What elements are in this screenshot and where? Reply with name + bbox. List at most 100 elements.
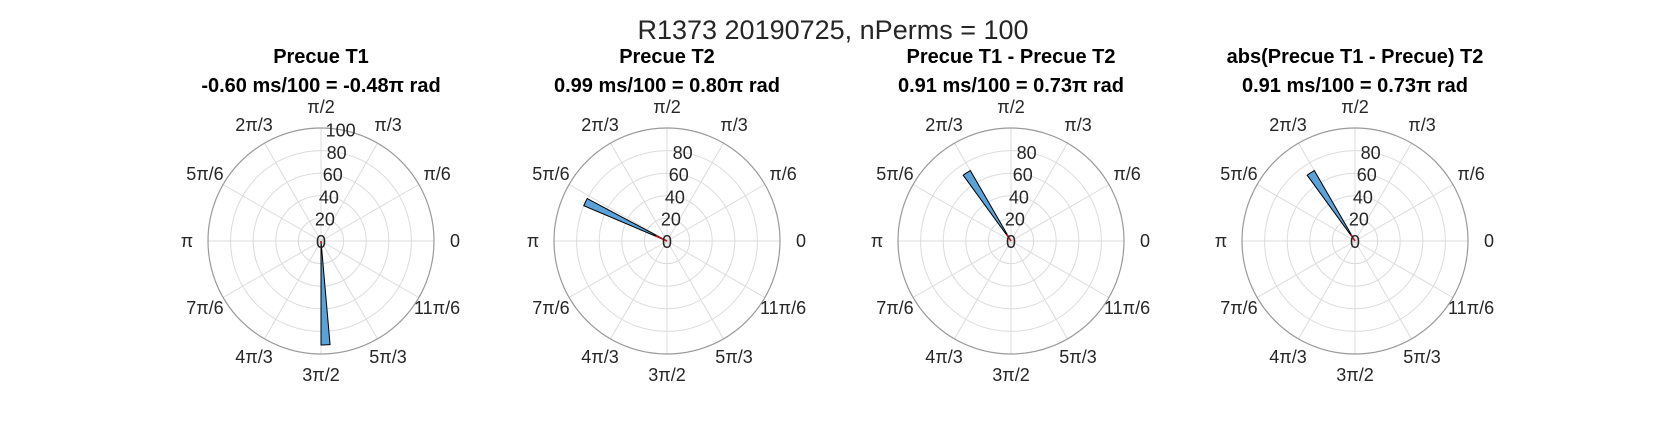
theta-tick-label: 4π/3 <box>235 347 272 367</box>
theta-tick-label: 11π/6 <box>1104 298 1150 318</box>
r-tick-label: 20 <box>661 210 681 230</box>
polar-axes: 0π/6π/3π/22π/35π/6π7π/64π/33π/25π/311π/6… <box>181 97 460 385</box>
theta-gridline <box>1257 241 1355 298</box>
theta-gridline <box>569 241 667 298</box>
theta-tick-label: π/2 <box>1341 97 1368 117</box>
plot-title-line2: 0.91 ms/100 = 0.73π rad <box>898 75 1124 97</box>
plot-title-line1: Precue T2 <box>619 46 715 68</box>
theta-gridline <box>265 143 322 241</box>
theta-gridline <box>611 241 668 339</box>
r-tick-label: 0 <box>662 232 672 252</box>
theta-tick-label: 4π/3 <box>925 347 962 367</box>
theta-gridline <box>1257 185 1355 242</box>
theta-gridline <box>569 185 667 242</box>
r-tick-label: 80 <box>1017 143 1037 163</box>
r-tick-label: 80 <box>327 143 347 163</box>
theta-gridline <box>265 241 322 339</box>
polar-axes: 0π/6π/3π/22π/35π/6π7π/64π/33π/25π/311π/6… <box>871 97 1150 385</box>
r-tick-label: 20 <box>1005 210 1025 230</box>
theta-tick-label: π <box>871 231 883 251</box>
r-tick-label: 80 <box>673 143 693 163</box>
r-tick-label: 60 <box>1013 165 1033 185</box>
theta-tick-label: 3π/2 <box>648 365 685 385</box>
theta-gridline <box>1011 241 1068 339</box>
theta-tick-label: π/3 <box>720 115 747 135</box>
plot-title-line1: abs(Precue T1 - Precue) T2 <box>1227 46 1484 68</box>
theta-tick-label: 0 <box>450 231 460 251</box>
theta-tick-label: π <box>181 231 193 251</box>
plot-title-line2: 0.91 ms/100 = 0.73π rad <box>1242 75 1468 97</box>
theta-gridline <box>913 185 1011 242</box>
histogram-bar <box>321 241 330 345</box>
theta-tick-label: 0 <box>1140 231 1150 251</box>
theta-tick-label: π <box>527 231 539 251</box>
plot-title-line2: 0.99 ms/100 = 0.80π rad <box>554 75 780 97</box>
theta-gridline <box>1355 241 1453 298</box>
r-tick-label: 40 <box>1353 187 1373 207</box>
r-tick-label: 80 <box>1361 143 1381 163</box>
theta-gridline <box>1011 241 1109 298</box>
theta-gridline <box>321 241 378 339</box>
theta-tick-label: 5π/3 <box>1403 347 1440 367</box>
theta-tick-label: 4π/3 <box>581 347 618 367</box>
theta-tick-label: 7π/6 <box>186 298 223 318</box>
theta-tick-label: π/6 <box>1113 164 1140 184</box>
theta-tick-label: 5π/6 <box>186 164 223 184</box>
theta-tick-label: 3π/2 <box>302 365 339 385</box>
plot-title-line1: Precue T1 <box>273 46 369 68</box>
histogram-bar <box>963 171 1011 241</box>
theta-tick-label: 5π/3 <box>715 347 752 367</box>
theta-gridline <box>223 185 321 242</box>
theta-tick-label: 2π/3 <box>235 115 272 135</box>
theta-tick-label: 3π/2 <box>1336 365 1373 385</box>
plot-title-line2: -0.60 ms/100 = -0.48π rad <box>201 75 440 97</box>
theta-tick-label: 2π/3 <box>581 115 618 135</box>
theta-tick-label: 5π/3 <box>369 347 406 367</box>
theta-gridline <box>1355 241 1412 339</box>
histogram-bar <box>1307 171 1355 241</box>
theta-tick-label: π/3 <box>374 115 401 135</box>
theta-tick-label: 5π/3 <box>1059 347 1096 367</box>
theta-tick-label: π/3 <box>1064 115 1091 135</box>
theta-tick-label: π/2 <box>997 97 1024 117</box>
theta-gridline <box>223 241 321 298</box>
r-tick-label: 0 <box>316 232 326 252</box>
theta-tick-label: 11π/6 <box>760 298 806 318</box>
theta-gridline <box>667 241 765 298</box>
theta-tick-label: 11π/6 <box>1448 298 1494 318</box>
theta-gridline <box>667 241 724 339</box>
r-tick-label: 0 <box>1006 232 1016 252</box>
theta-tick-label: π/6 <box>1457 164 1484 184</box>
r-tick-label: 100 <box>326 121 356 141</box>
theta-tick-label: 0 <box>796 231 806 251</box>
r-tick-label: 0 <box>1350 232 1360 252</box>
theta-tick-label: 11π/6 <box>414 298 460 318</box>
theta-tick-label: π/6 <box>423 164 450 184</box>
r-tick-label: 40 <box>319 187 339 207</box>
theta-tick-label: π <box>1215 231 1227 251</box>
theta-tick-label: 0 <box>1484 231 1494 251</box>
r-tick-label: 20 <box>315 210 335 230</box>
r-tick-label: 40 <box>665 187 685 207</box>
theta-tick-label: 2π/3 <box>925 115 962 135</box>
r-tick-label: 20 <box>1349 210 1369 230</box>
plot-title-line1: Precue T1 - Precue T2 <box>907 46 1116 68</box>
polar-plot-3: Precue T1 - Precue T2 0.91 ms/100 = 0.73… <box>871 46 1150 385</box>
theta-tick-label: 2π/3 <box>1269 115 1306 135</box>
theta-tick-label: 4π/3 <box>1269 347 1306 367</box>
theta-gridline <box>913 241 1011 298</box>
theta-tick-label: π/2 <box>653 97 680 117</box>
figure-suptitle: R1373 20190725, nPerms = 100 <box>637 15 1028 45</box>
polar-plot-4: abs(Precue T1 - Precue) T2 0.91 ms/100 =… <box>1215 46 1494 385</box>
theta-tick-label: 7π/6 <box>876 298 913 318</box>
r-tick-label: 60 <box>323 165 343 185</box>
theta-tick-label: 7π/6 <box>1220 298 1257 318</box>
r-tick-label: 40 <box>1009 187 1029 207</box>
theta-tick-label: π/6 <box>769 164 796 184</box>
polar-axes: 0π/6π/3π/22π/35π/6π7π/64π/33π/25π/311π/6… <box>527 97 806 385</box>
r-tick-label: 60 <box>1357 165 1377 185</box>
theta-tick-label: 3π/2 <box>992 365 1029 385</box>
theta-gridline <box>1299 241 1356 339</box>
